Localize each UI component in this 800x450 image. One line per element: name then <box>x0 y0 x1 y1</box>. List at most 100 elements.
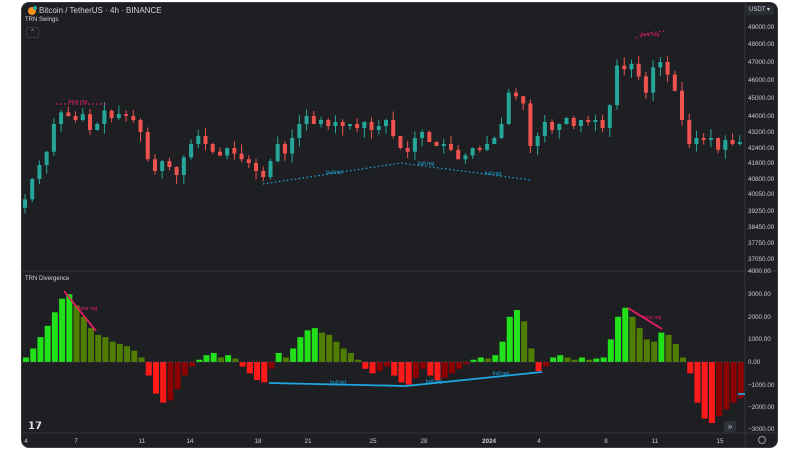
candle <box>636 63 641 77</box>
bull-swing-label: bull reg <box>485 171 502 177</box>
histogram-bar <box>600 357 607 362</box>
price-axis-label: 40050.00 <box>748 191 775 198</box>
histogram-bar <box>477 357 484 362</box>
histogram-bar <box>51 312 58 362</box>
price-axis-label: 37750.00 <box>748 240 775 247</box>
histogram-bar <box>564 357 571 362</box>
bear-divergence-label: bear reg <box>79 306 98 312</box>
candle <box>499 124 504 138</box>
candle <box>297 124 302 138</box>
collapse-chevron-up-icon[interactable]: ^ <box>26 27 39 38</box>
histogram-bar <box>607 339 614 362</box>
histogram-bar <box>311 328 318 362</box>
candle <box>73 116 78 120</box>
osc-axis-label: 2000.00 <box>748 314 771 321</box>
bull-swing-label: bull hid <box>326 170 342 176</box>
bear-swing-line <box>635 30 665 39</box>
histogram-bar <box>59 298 66 362</box>
candle <box>477 148 482 150</box>
currency-dropdown[interactable]: USDT ▾ <box>746 5 774 15</box>
candle <box>333 122 338 126</box>
histogram-bar <box>535 362 542 372</box>
candle <box>737 142 742 144</box>
histogram-bar <box>434 362 441 381</box>
candle <box>340 122 345 126</box>
bear-divergence-line <box>63 290 97 332</box>
histogram-bar <box>643 339 650 362</box>
osc-pane-title[interactable]: TRN Divergence <box>25 276 70 282</box>
histogram-bar <box>268 362 275 369</box>
time-axis-label: 4 <box>24 438 28 445</box>
candle <box>109 110 114 118</box>
candle <box>23 199 27 208</box>
bear-divergence-label: bear reg <box>643 315 662 321</box>
time-axis-label: 15 <box>716 438 724 445</box>
histogram-bar <box>708 362 715 424</box>
bull-divergence-line <box>268 371 543 387</box>
scroll-to-realtime-button[interactable]: » <box>724 421 736 432</box>
candle <box>680 90 685 120</box>
candle <box>384 120 388 126</box>
candle <box>189 144 194 158</box>
bull-divergence-label: bull reg <box>426 379 443 385</box>
histogram-bar <box>304 330 311 362</box>
candle <box>282 144 287 154</box>
candle <box>268 161 273 177</box>
candle <box>629 63 634 70</box>
price-pane-title[interactable]: TRN Swings <box>25 17 59 23</box>
candle <box>44 151 49 165</box>
histogram-bar <box>593 358 600 362</box>
histogram-bar <box>152 362 159 394</box>
symbol-header[interactable]: Bitcoin / TetherUS · 4h · BINANCE <box>28 5 162 15</box>
histogram-bar <box>492 355 499 362</box>
chart-canvas[interactable]: 49000.00 48000.00 47000.00 46000.00 45000.00… <box>22 3 778 448</box>
candle <box>578 120 583 126</box>
histogram-bar <box>181 362 188 376</box>
candle <box>124 114 129 116</box>
histogram-bar <box>456 362 463 369</box>
candle <box>564 118 569 124</box>
histogram-bar <box>521 321 528 362</box>
time-axis-label: 11 <box>139 438 146 445</box>
histogram-bar <box>138 357 145 362</box>
candle <box>730 140 735 144</box>
tradingview-logo[interactable]: 𝟭𝟳 <box>28 421 42 432</box>
candle <box>708 138 713 140</box>
histogram-bar <box>246 362 253 374</box>
histogram-bar <box>542 362 549 367</box>
histogram-bar <box>672 343 679 362</box>
price-axis-label: 47000.00 <box>748 59 775 66</box>
axis-settings-icon[interactable] <box>758 436 766 444</box>
candle <box>398 136 403 148</box>
candle <box>319 120 324 124</box>
candle <box>448 144 453 150</box>
histogram-bar <box>680 357 687 362</box>
histogram-bar <box>30 348 37 362</box>
candle <box>355 124 360 128</box>
histogram-bar <box>73 305 80 362</box>
bull-divergence-label: bull reg <box>493 371 510 377</box>
histogram-bar <box>102 337 109 362</box>
histogram-bar <box>297 337 304 362</box>
candle <box>59 112 64 124</box>
price-axis-label: 43200.00 <box>748 129 775 136</box>
candle <box>87 114 92 130</box>
candle <box>37 165 42 179</box>
candle <box>542 122 547 136</box>
candle <box>138 120 143 132</box>
histogram-bar <box>333 341 340 362</box>
candle <box>557 124 562 130</box>
candle <box>622 65 627 70</box>
candle <box>643 76 648 93</box>
histogram-bar <box>723 362 730 410</box>
histogram-bar <box>80 316 87 362</box>
candle <box>290 138 295 154</box>
candle <box>658 62 663 68</box>
candle <box>203 136 208 144</box>
candle <box>492 138 497 144</box>
histogram-bar <box>131 350 138 362</box>
histogram-bar <box>463 362 470 365</box>
candle <box>535 136 540 146</box>
time-axis-label: 11 <box>652 438 659 445</box>
histogram-bar <box>196 359 203 362</box>
